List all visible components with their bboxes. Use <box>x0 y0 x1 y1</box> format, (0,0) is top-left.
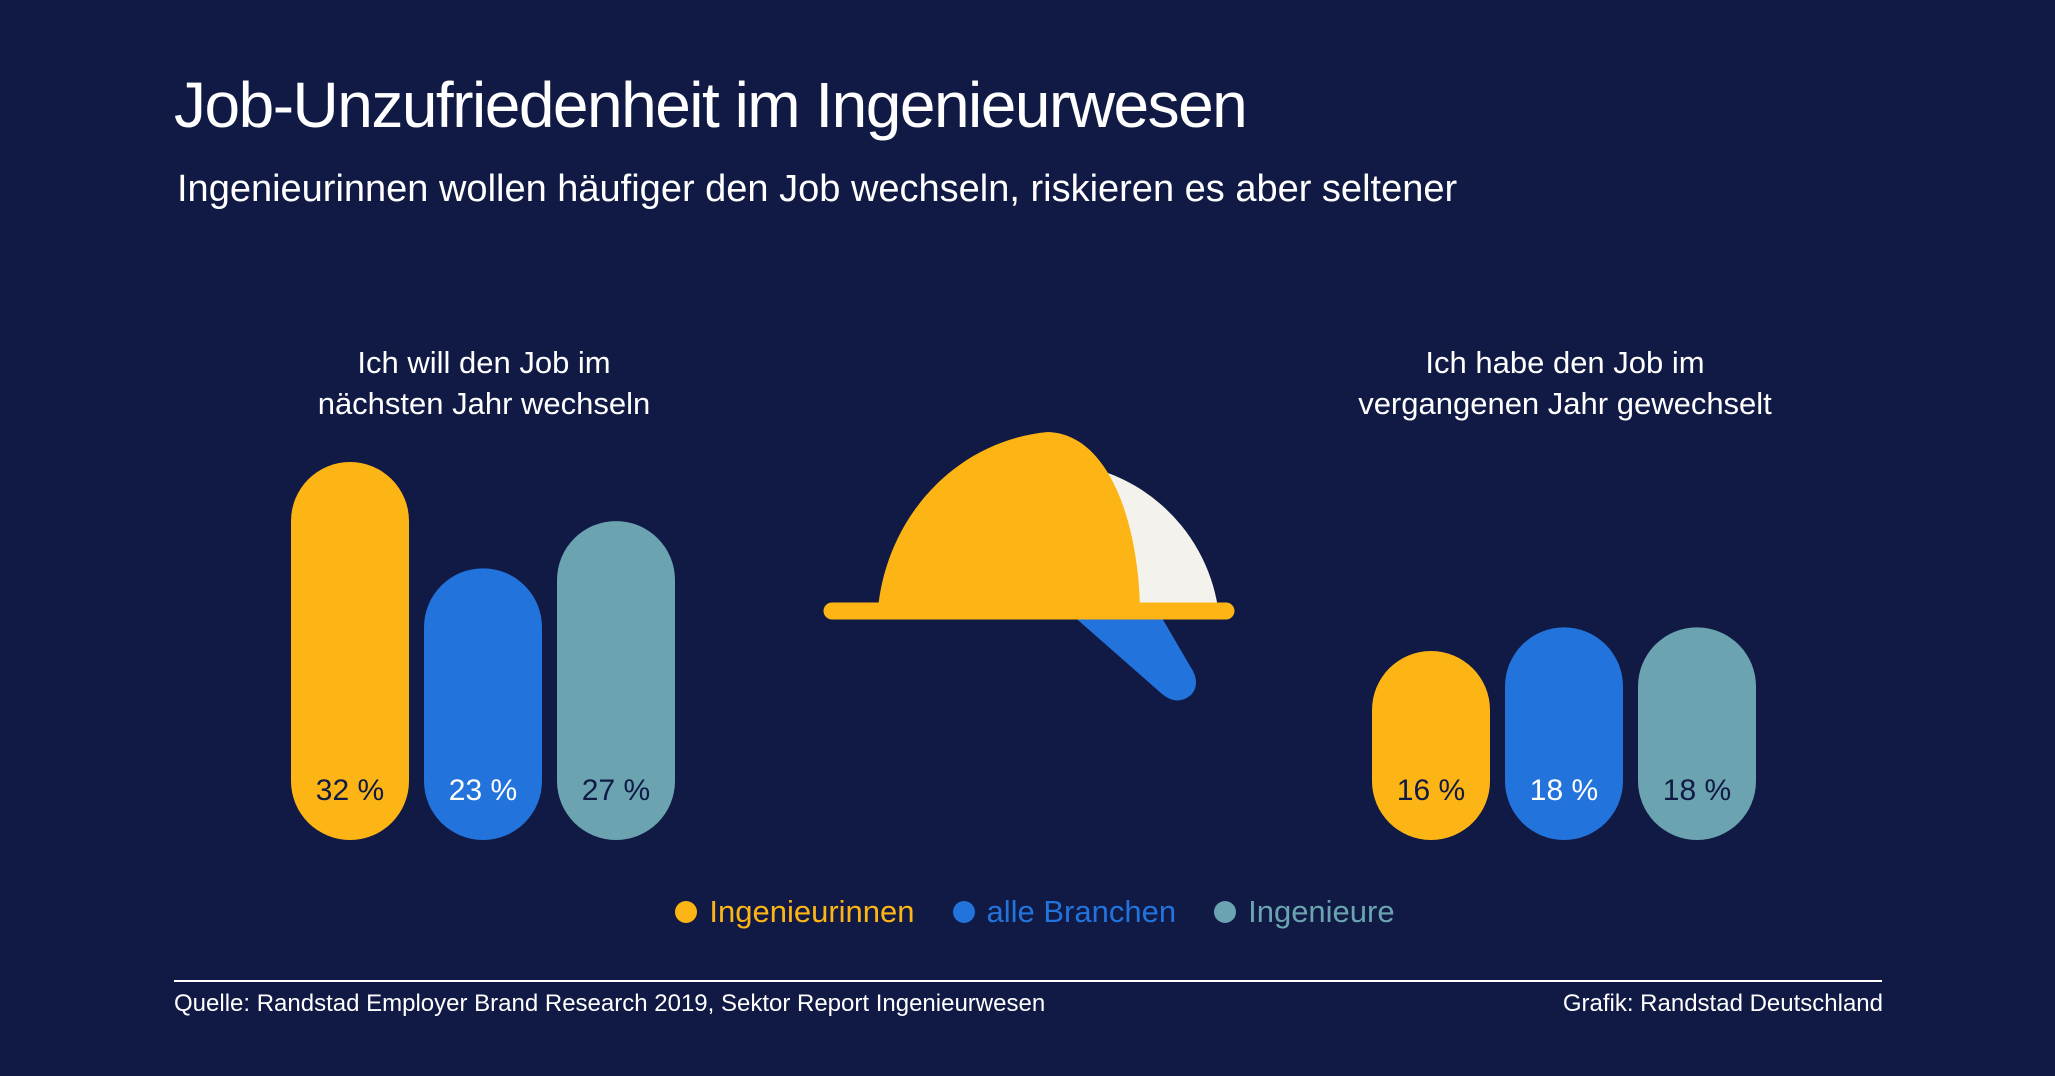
hard-hat-strap <box>1062 606 1197 701</box>
legend-item-ingenieurinnen: Ingenieurinnen <box>675 894 915 930</box>
bar-right-alle-branchen <box>1505 627 1623 840</box>
panel-right-title-line2: vergangenen Jahr gewechselt <box>1358 386 1772 421</box>
hard-hat-icon <box>823 432 1235 701</box>
credit-note: Grafik: Randstad Deutschland <box>1562 990 1883 1017</box>
legend-item-alle-branchen: alle Branchen <box>952 894 1177 930</box>
bar-left-ingenieurinnen <box>291 462 409 840</box>
legend-label: Ingenieure <box>1248 894 1395 929</box>
panel-left-title-line1: Ich will den Job im <box>357 345 611 380</box>
legend-item-ingenieure: Ingenieure <box>1214 894 1395 930</box>
hard-hat-dome-front <box>878 432 1140 608</box>
panel-left-title-line2: nächsten Jahr wechseln <box>317 386 651 421</box>
bar-label-right-alle-branchen: 18 % <box>1530 774 1598 807</box>
bar-right-ingenieure <box>1638 627 1756 840</box>
panel-right-title: Ich habe den Job im vergangenen Jahr gew… <box>1305 342 1825 424</box>
bar-label-right-ingenieurinnen: 16 % <box>1397 774 1465 807</box>
panel-left-title: Ich will den Job im nächsten Jahr wechse… <box>224 342 744 424</box>
bar-label-left-alle-branchen: 23 % <box>449 774 517 807</box>
legend-dot-icon <box>952 901 975 923</box>
legend: Ingenieurinnen alle Branchen Ingenieure <box>640 894 1430 930</box>
bar-label-right-ingenieure: 18 % <box>1663 774 1731 807</box>
chart-title: Job-Unzufriedenheit im Ingenieurwesen <box>174 69 1248 141</box>
panel-right-title-line1: Ich habe den Job im <box>1425 345 1705 380</box>
footer-divider <box>174 980 1882 982</box>
bar-left-alle-branchen <box>424 568 542 840</box>
legend-dot-icon <box>675 901 698 923</box>
bar-right-ingenieurinnen <box>1372 651 1490 840</box>
legend-dot-icon <box>1214 901 1237 923</box>
chart-subtitle: Ingenieurinnen wollen häufiger den Job w… <box>177 168 1458 210</box>
source-note: Quelle: Randstad Employer Brand Research… <box>174 990 1046 1017</box>
legend-label: alle Branchen <box>986 894 1177 929</box>
bars-layer: 32 % 23 % 27 % 16 % 18 % 18 % <box>291 462 1756 840</box>
bar-left-ingenieure <box>557 521 675 840</box>
bar-label-left-ingenieurinnen: 32 % <box>316 774 384 807</box>
bar-label-left-ingenieure: 27 % <box>582 774 650 807</box>
legend-label: Ingenieurinnen <box>709 894 915 929</box>
